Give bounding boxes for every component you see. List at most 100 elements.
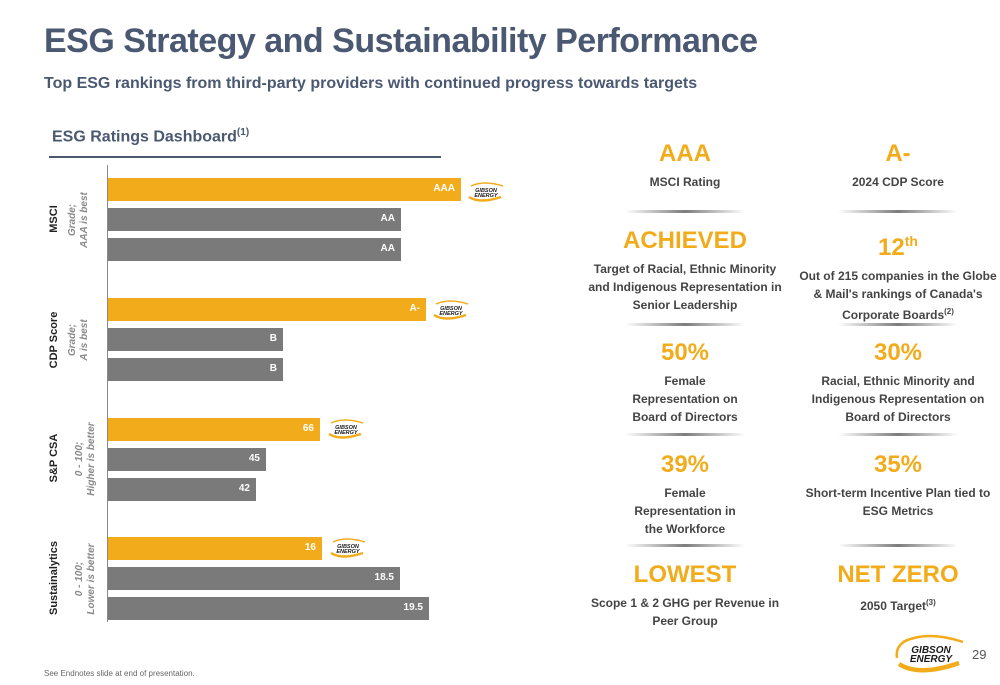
- svg-text:ENERGY: ENERGY: [334, 430, 359, 436]
- metric-minority-board: 30% Racial, Ethnic Minority and Indigeno…: [798, 338, 998, 426]
- metric-female-board: 50% Female Representation on Board of Di…: [585, 338, 785, 426]
- dashboard-divider: [49, 156, 441, 158]
- metric-description: Racial, Ethnic Minority and Indigenous R…: [798, 372, 998, 426]
- group-label-sp-csa: S&P CSA: [48, 433, 60, 483]
- metric-incentive-plan: 35% Short-term Incentive Plan tied to ES…: [798, 450, 998, 520]
- group-note-sp-csa-line2: Higher is better: [86, 422, 97, 496]
- metric-value-text: LOWEST: [633, 561, 737, 588]
- metric-value: NET ZERO: [798, 560, 998, 590]
- footnote: See Endnotes slide at end of presentatio…: [44, 669, 195, 678]
- bar-sustainalytics-peer-1: 18.5: [108, 567, 400, 590]
- metric-description-text: Out of 215 companies in the Globe & Mail…: [799, 269, 997, 322]
- metric-description-text: Scope 1 & 2 GHG per Revenue in Peer Grou…: [590, 596, 780, 628]
- group-note-sustainalytics-line1: 0 - 100;: [74, 561, 85, 597]
- page-title: ESG Strategy and Sustainability Performa…: [44, 22, 758, 60]
- gibson-logo-icon: GIBSON ENERGY: [328, 419, 364, 439]
- gibson-logo-icon: GIBSON ENERGY: [468, 182, 504, 202]
- metric-description: Short-term Incentive Plan tied to ESG Me…: [798, 484, 998, 520]
- metric-separator: [838, 210, 958, 213]
- metric-value: A-: [798, 139, 998, 169]
- group-note-msci-line1: Grade;: [67, 203, 78, 237]
- metric-description: 2024 CDP Score: [798, 173, 998, 191]
- metric-value: 50%: [585, 338, 785, 368]
- svg-text:GIBSON: GIBSON: [911, 645, 951, 656]
- svg-text:ENERGY: ENERGY: [910, 654, 954, 665]
- group-label-msci: MSCI: [48, 205, 60, 233]
- gibson-energy-logo-icon: GIBSON ENERGY: [895, 634, 964, 673]
- metric-corporate-boards-ranking: 12th Out of 215 companies in the Globe &…: [798, 226, 998, 324]
- gibson-logo-icon: GIBSON ENERGY: [330, 538, 366, 558]
- bar-cdp-gibson: A-: [108, 298, 426, 321]
- metric-description: Female Representation on Board of Direct…: [585, 372, 785, 426]
- bar-label: 19.5: [403, 602, 423, 613]
- bar-label: B: [269, 363, 277, 374]
- metric-net-zero: NET ZERO 2050 Target(3): [798, 560, 998, 615]
- bar-label: 66: [302, 423, 314, 434]
- bar-cdp-peer-1: B: [108, 328, 283, 351]
- metric-ghg-intensity: LOWEST Scope 1 & 2 GHG per Revenue in Pe…: [585, 560, 785, 630]
- svg-text:GIBSON: GIBSON: [440, 306, 463, 312]
- metric-separator: [625, 210, 745, 213]
- metric-description-text: Female Representation on Board of Direct…: [632, 374, 738, 424]
- group-label-sustainalytics: Sustainalytics: [48, 541, 60, 615]
- dashboard-title-footnote: (1): [236, 127, 250, 138]
- dashboard-title: ESG Ratings Dashboard(1): [52, 127, 249, 146]
- metric-separator: [838, 433, 958, 436]
- metric-value-text: NET ZERO: [837, 561, 959, 588]
- svg-text:ENERGY: ENERGY: [439, 311, 464, 317]
- metric-value-text: 35%: [873, 451, 923, 478]
- metric-separator: [838, 544, 958, 547]
- metric-value: 30%: [798, 338, 998, 368]
- svg-text:ENERGY: ENERGY: [474, 193, 499, 199]
- bar-label: 16: [304, 542, 316, 553]
- metric-description: Out of 215 companies in the Globe & Mail…: [798, 267, 998, 324]
- bar-sustainalytics-gibson: 16: [108, 537, 322, 560]
- metric-female-workforce: 39% Female Representation in the Workfor…: [585, 450, 785, 538]
- metric-value-text: A-: [885, 140, 911, 167]
- bar-msci-peer-2: AA: [108, 238, 401, 261]
- bar-sustainalytics-peer-2: 19.5: [108, 597, 429, 620]
- metric-value: 35%: [798, 450, 998, 480]
- group-note-cdp-line2: A is best: [79, 319, 90, 361]
- metric-value-text: 39%: [660, 451, 710, 478]
- page-number: 29: [972, 647, 987, 662]
- metric-value: LOWEST: [585, 560, 785, 590]
- group-note-cdp-line1: Grade;: [67, 323, 78, 357]
- metric-footnote: (2): [944, 307, 954, 316]
- chart-axis: [107, 165, 108, 622]
- bar-sp-csa-peer-1: 45: [108, 448, 266, 471]
- svg-text:GIBSON: GIBSON: [337, 544, 360, 550]
- group-note-cdp: Grade; A is best: [67, 300, 93, 380]
- metric-description-text: Short-term Incentive Plan tied to ESG Me…: [805, 486, 991, 518]
- bar-label: 45: [248, 453, 260, 464]
- metric-description-text: Racial, Ethnic Minority and Indigenous R…: [811, 374, 985, 424]
- bar-label: AAA: [433, 183, 455, 194]
- metric-value-text: 12: [878, 234, 905, 261]
- group-note-sustainalytics-line2: Lower is better: [86, 543, 97, 615]
- bar-cdp-peer-2: B: [108, 358, 283, 381]
- metric-value-text: 50%: [660, 339, 710, 366]
- bar-sp-csa-peer-2: 42: [108, 478, 256, 501]
- metric-description: Scope 1 & 2 GHG per Revenue in Peer Grou…: [585, 594, 785, 630]
- bar-label: 18.5: [374, 572, 394, 583]
- bar-label: A-: [409, 303, 420, 314]
- metric-value-text: AAA: [659, 140, 711, 167]
- metric-separator: [838, 323, 958, 326]
- metric-description: Target of Racial, Ethnic Minority and In…: [585, 260, 785, 314]
- metric-msci-rating: AAA MSCI Rating: [585, 139, 785, 191]
- metric-description: MSCI Rating: [585, 173, 785, 191]
- metric-value: AAA: [585, 139, 785, 169]
- dashboard-title-text: ESG Ratings Dashboard: [52, 128, 237, 146]
- metric-value: 39%: [585, 450, 785, 480]
- bar-msci-peer-1: AA: [108, 208, 401, 231]
- bar-sp-csa-gibson: 66: [108, 418, 320, 441]
- gibson-logo-icon: GIBSON ENERGY: [433, 300, 469, 320]
- group-note-msci: Grade; AAA is best: [67, 180, 93, 260]
- metric-description-text: Target of Racial, Ethnic Minority and In…: [588, 262, 782, 312]
- metric-value: ACHIEVED: [585, 226, 785, 256]
- metric-cdp-score: A- 2024 CDP Score: [798, 139, 998, 191]
- bar-label: 42: [238, 483, 250, 494]
- svg-text:GIBSON: GIBSON: [475, 188, 498, 194]
- svg-text:ENERGY: ENERGY: [336, 549, 361, 555]
- metric-description-text: 2024 CDP Score: [852, 175, 944, 189]
